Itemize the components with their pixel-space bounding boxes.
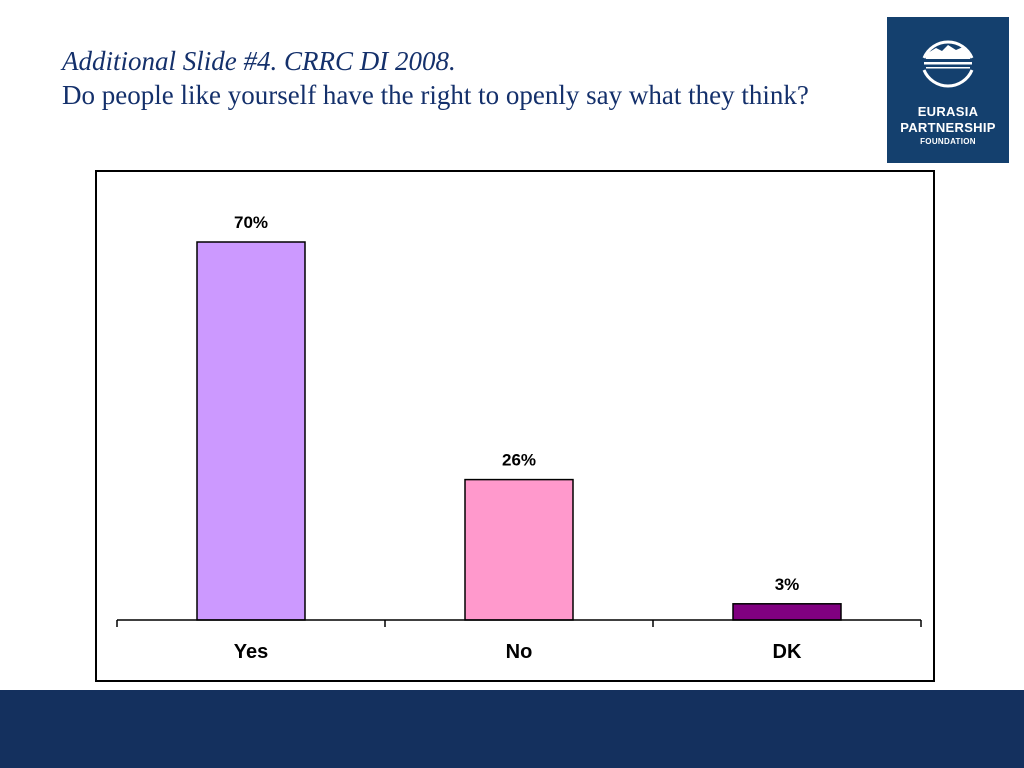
logo-line3: FOUNDATION [920, 137, 976, 146]
bar-yes [196, 241, 306, 621]
logo-line1: EURASIA [917, 104, 979, 119]
bar-chart: 70% Yes 26% No 3% DK [116, 213, 922, 663]
slide-title-line1: Additional Slide #4. CRRC DI 2008. [62, 46, 456, 76]
eurasia-partnership-logo: EURASIA PARTNERSHIP FOUNDATION [887, 17, 1009, 163]
logo-line2: PARTNERSHIP [900, 120, 996, 135]
data-label-no: 26% [502, 451, 536, 470]
tick-label-no: No [506, 641, 533, 663]
bar-no [464, 478, 574, 621]
tick-label-dk: DK [773, 641, 802, 663]
tick-label-yes: Yes [234, 641, 268, 663]
globe-landscape-icon [922, 40, 974, 88]
slide-title: Additional Slide #4. CRRC DI 2008. Do pe… [62, 44, 842, 112]
footer-band [0, 690, 1024, 768]
slide-question: Do people like yourself have the right t… [62, 80, 809, 110]
bar-dk [732, 603, 842, 621]
chart-frame: 70% Yes 26% No 3% DK [95, 170, 935, 682]
data-label-yes: 70% [234, 213, 268, 232]
data-label-dk: 3% [775, 575, 800, 594]
